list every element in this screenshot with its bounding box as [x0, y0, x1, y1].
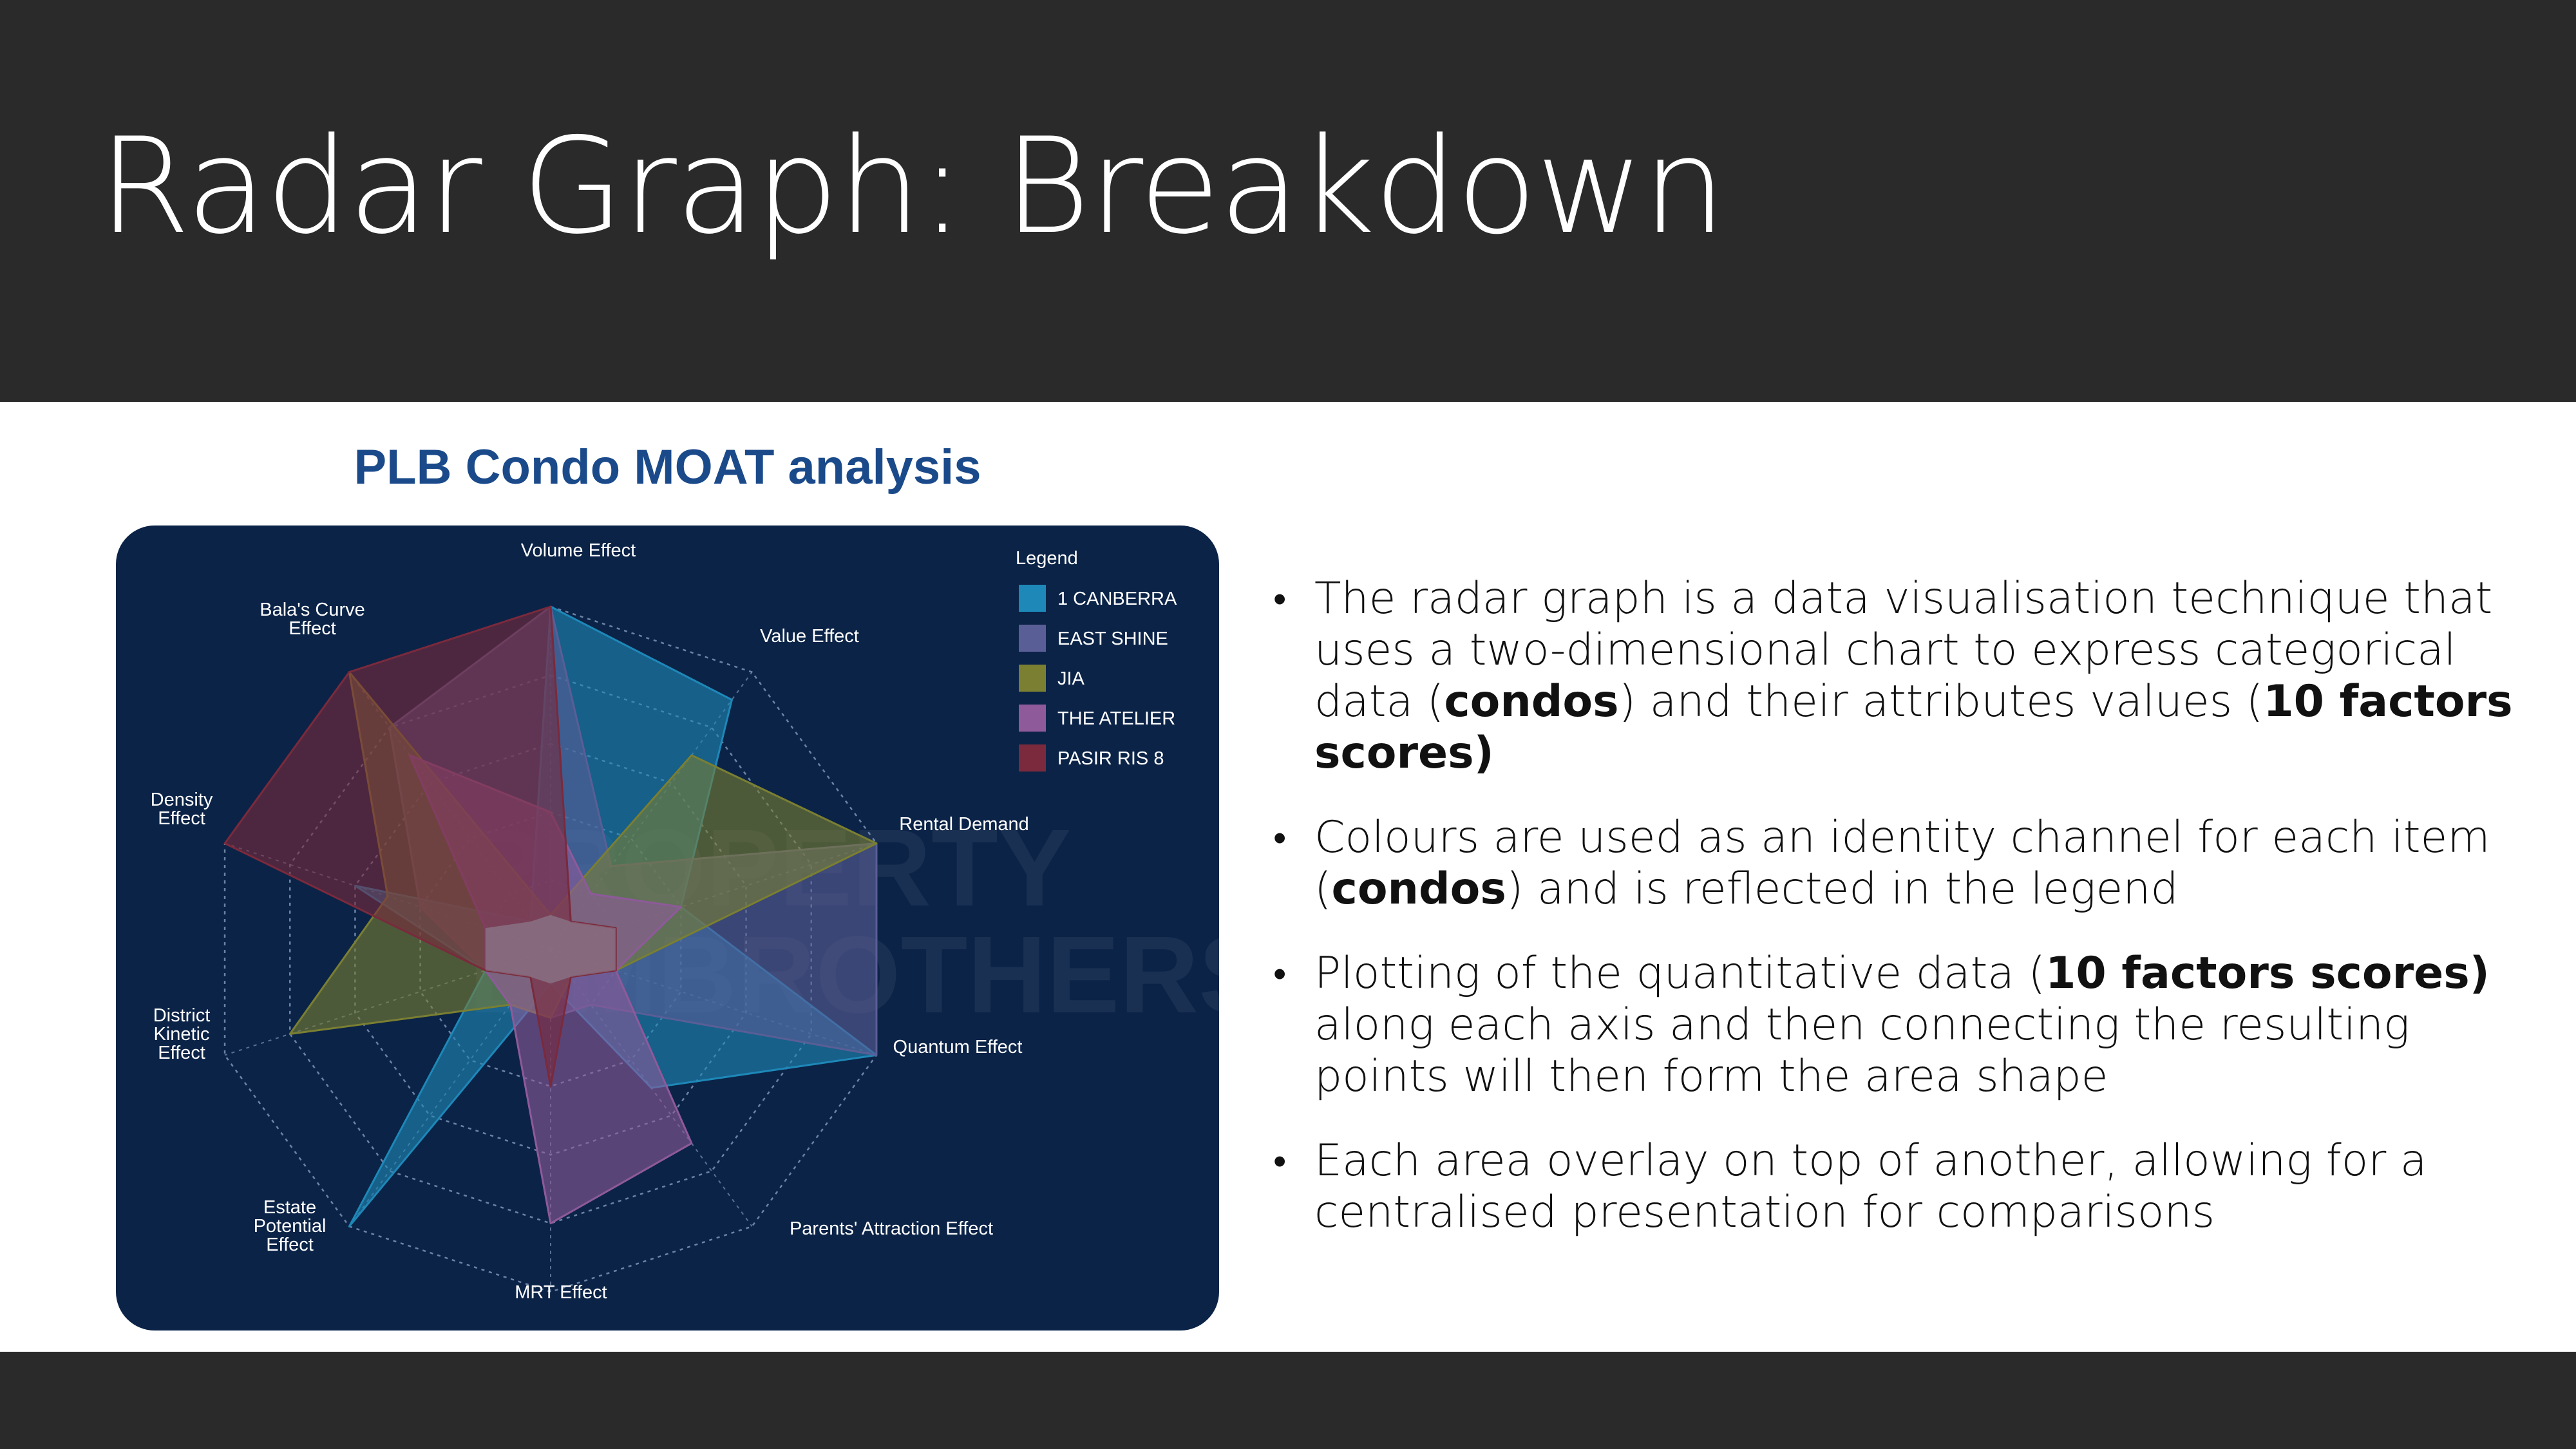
bullet-item: • Colours are used as an identity channel…	[1272, 812, 2534, 915]
axis-label: Density Effect	[151, 790, 213, 829]
legend: Legend 1 CANBERRA EAST SHINE JIA THE ATELIE…	[1016, 548, 1177, 772]
legend-swatch	[1019, 744, 1046, 772]
bullet-text: ) and their attributes values (	[1618, 676, 2264, 727]
axis-label: Quantum Effect	[893, 1037, 1023, 1057]
bullet-item: • Each area overlay on top of another, al…	[1272, 1135, 2534, 1238]
series-area	[223, 605, 617, 1088]
bullet-text: Plotting of the quantitative data (	[1314, 948, 2046, 999]
bullet-bold-text: condos	[1331, 864, 1506, 914]
bullet-dot: •	[1273, 577, 1287, 621]
bullet-dot: •	[1273, 952, 1287, 996]
overlap-area	[485, 914, 616, 984]
legend-swatch	[1019, 705, 1046, 732]
radar-chart-panel: PROPERTY LIMBROTHERS Volume EffectValue …	[116, 526, 1219, 1331]
bullet-bold-text: condos	[1444, 676, 1619, 727]
bullet-text: Colours are used as an identity channel …	[1314, 812, 2490, 914]
legend-swatch	[1019, 625, 1046, 652]
axis-label: Bala's Curve Effect	[260, 600, 365, 639]
axis-label: Estate Potential Effect	[254, 1197, 327, 1255]
bullet-dot: •	[1273, 816, 1287, 860]
legend-label: PASIR RIS 8	[1057, 748, 1164, 769]
slide-title: Radar Graph: Breakdown	[99, 110, 1726, 263]
bullet-bold-text: 10 factors scores)	[1314, 676, 2513, 779]
footer-bar	[0, 1352, 2576, 1449]
bullet-text: along each axis and then connecting the …	[1314, 999, 2410, 1102]
axis-label: Rental Demand	[899, 814, 1029, 835]
legend-label: JIA	[1057, 668, 1085, 689]
axis-label: Value Effect	[760, 626, 859, 647]
bullet-text: Each area overlay on top of another, all…	[1314, 1135, 2427, 1238]
bullet-item: • The radar graph is a data visualisation…	[1272, 573, 2534, 779]
legend-title: Legend	[1016, 548, 1078, 569]
bullet-item: • Plotting of the quantitative data (10 f…	[1272, 948, 2534, 1103]
legend-swatch	[1019, 665, 1046, 692]
bullet-dot: •	[1273, 1139, 1287, 1183]
bullet-text: The radar graph is a data visualisation …	[1314, 573, 2493, 727]
legend-swatch	[1019, 585, 1046, 612]
axis-label: Volume Effect	[521, 540, 636, 561]
axis-label: Parents' Attraction Effect	[790, 1218, 993, 1239]
axis-label: MRT Effect	[515, 1282, 607, 1303]
chart-title: PLB Condo MOAT analysis	[354, 440, 981, 495]
bullet-text: ) and is reflected in the legend	[1506, 864, 2179, 914]
legend-label: THE ATELIER	[1057, 708, 1175, 729]
radar-series	[223, 605, 878, 1227]
axis-labels: Volume Effect Value Effect Rental Demand Qu…	[151, 540, 1029, 1303]
title-bar: Radar Graph: Breakdown	[0, 0, 2576, 402]
radar-chart: PROPERTY LIMBROTHERS Volume EffectValue …	[151, 540, 1219, 1303]
bullet-list: • The radar graph is a data visualisation…	[1272, 573, 2534, 1271]
legend-label: 1 CANBERRA	[1057, 589, 1177, 609]
bullet-bold-text: 10 factors scores)	[2045, 948, 2490, 999]
legend-label: EAST SHINE	[1057, 629, 1168, 649]
axis-label: District Kinetic Effect	[153, 1005, 211, 1063]
